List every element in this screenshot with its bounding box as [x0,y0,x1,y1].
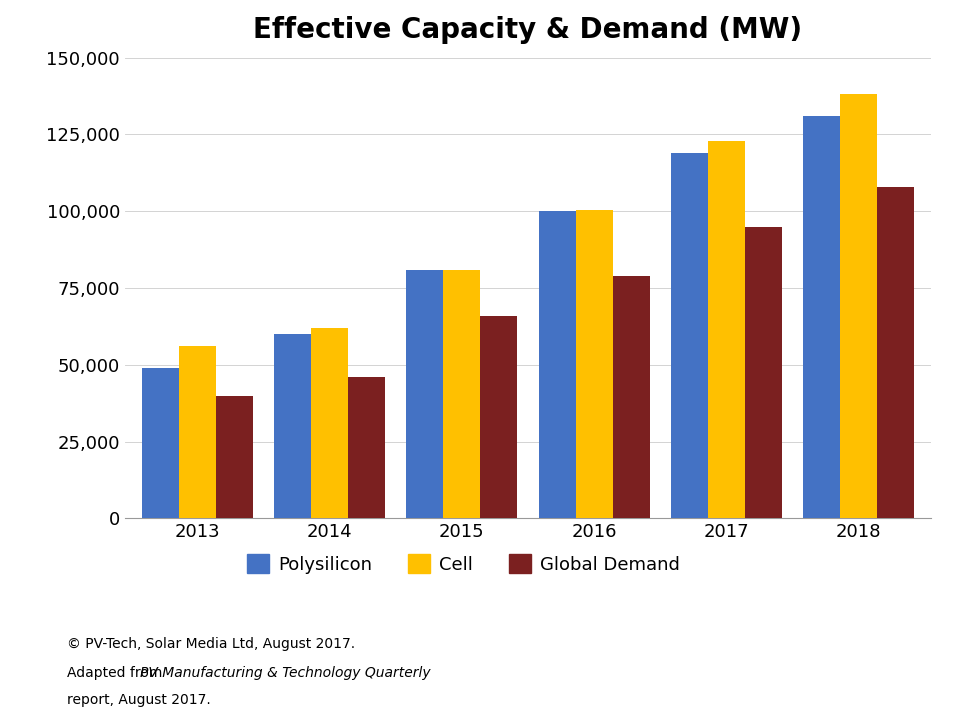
Bar [348,377,385,518]
Bar [840,94,877,518]
Bar [480,315,517,518]
Bar [745,227,781,518]
Bar [406,269,444,518]
Text: © PV-Tech, Solar Media Ltd, August 2017.: © PV-Tech, Solar Media Ltd, August 2017. [67,637,355,651]
Bar [671,153,708,518]
Text: PV Manufacturing & Technology Quarterly: PV Manufacturing & Technology Quarterly [139,666,430,680]
Bar [708,140,745,518]
Text: report, August 2017.: report, August 2017. [67,693,211,706]
Bar [803,116,840,518]
Bar [612,276,650,518]
Bar [877,186,914,518]
Bar [311,328,348,518]
Bar [275,334,311,518]
Bar [216,395,253,518]
Text: Adapted from: Adapted from [67,666,167,680]
Bar [539,211,576,518]
Bar [444,269,480,518]
Bar [142,368,179,518]
Bar [179,346,216,518]
Legend: Polysilicon, Cell, Global Demand: Polysilicon, Cell, Global Demand [240,547,686,581]
Bar [576,210,612,518]
Title: Effective Capacity & Demand (MW): Effective Capacity & Demand (MW) [253,16,803,44]
